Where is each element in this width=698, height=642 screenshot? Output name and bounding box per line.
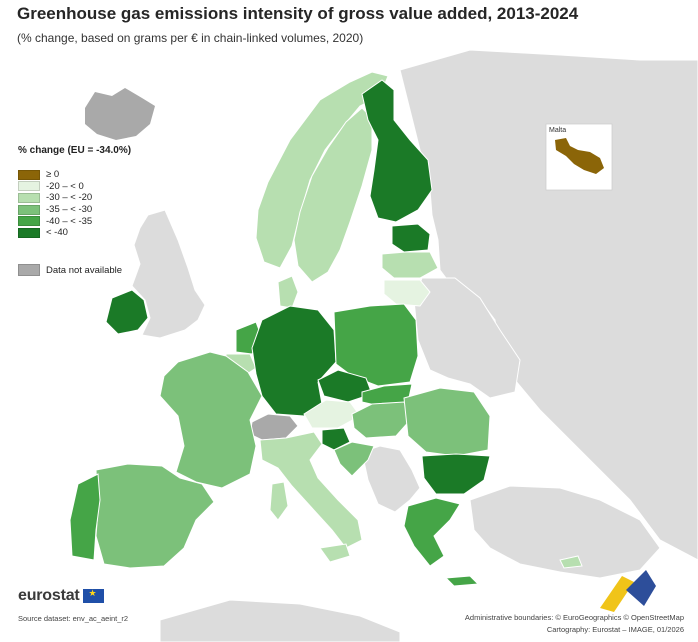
logo-text: eurostat (18, 587, 80, 604)
finland-region (361, 79, 433, 223)
cyprus-region (559, 555, 583, 569)
ireland-region (105, 289, 149, 335)
sweden-region (293, 107, 373, 283)
italy-region (259, 431, 363, 549)
legend-title: % change (EU = -34.0%) (18, 145, 132, 156)
legend-swatch (18, 216, 40, 227)
poland-region (333, 303, 419, 387)
malta-inset (545, 123, 613, 191)
portugal-region (69, 473, 101, 561)
switzerland-land (249, 413, 299, 441)
romania-region (403, 387, 491, 457)
legend-swatch (18, 181, 40, 192)
legend-label: ≥ 0 (46, 169, 60, 181)
legend-item: -20 – < 0 (18, 181, 92, 193)
spain-region (95, 463, 215, 569)
legend-swatch (18, 192, 40, 203)
legend-swatch (18, 169, 40, 180)
cartography-note: Cartography: Eurostat – IMAGE, 01/2026 (546, 625, 684, 634)
lithuania-region (383, 279, 431, 307)
norway-land (255, 71, 389, 269)
malta-region (555, 138, 604, 174)
non-eu-land (85, 49, 698, 642)
sicily-region (319, 543, 351, 563)
sardinia-region (269, 481, 289, 521)
croatia-region (333, 441, 375, 477)
eu-countries (69, 79, 583, 587)
germany-region (251, 305, 337, 417)
credits: Administrative boundaries: © EuroGeograp… (465, 612, 684, 636)
legend-label: -20 – < 0 (46, 180, 84, 192)
malta-inset-label: Malta (549, 127, 567, 134)
legend-label: -30 – < -20 (46, 192, 93, 204)
crete-region (444, 575, 480, 587)
turkey-land (469, 485, 661, 579)
source-note: Source dataset: env_ac_aeint_r2 (18, 614, 129, 623)
north-africa-land (159, 599, 401, 642)
denmark-region (277, 275, 299, 309)
legend-item: -30 – < -20 (18, 192, 92, 204)
image-mark (600, 570, 656, 612)
legend-item: ≥ 0 (18, 169, 92, 181)
legend-swatch (18, 227, 40, 238)
france-region (159, 351, 263, 489)
legend-label: -40 – < -35 (46, 215, 93, 227)
hungary-region (351, 401, 413, 439)
legend-swatch-na (18, 264, 40, 276)
eurostat-logo: eurostat (18, 587, 104, 605)
estonia-region (391, 223, 431, 253)
legend-item: -40 – < -35 (18, 215, 92, 227)
greece-region (403, 497, 461, 567)
map-subtitle: (% change, based on grams per € in chain… (17, 31, 364, 45)
map-title: Greenhouse gas emissions intensity of gr… (17, 4, 579, 23)
legend-item: < -40 (18, 227, 92, 239)
bulgaria-region (421, 453, 491, 495)
balkans-land (361, 445, 421, 513)
legend-label-na: Data not available (46, 264, 123, 276)
iceland-land (85, 88, 155, 140)
legend-label: < -40 (46, 227, 68, 239)
admin-boundaries-note: Administrative boundaries: © EuroGeograp… (464, 613, 684, 622)
ukraine-belarus-land (413, 277, 521, 399)
eu-flag-icon (82, 588, 104, 603)
legend-label: -35 – < -30 (46, 204, 93, 216)
latvia-region (381, 251, 439, 279)
legend-item: -35 – < -30 (18, 204, 92, 216)
great-britain-land (131, 209, 206, 339)
legend-swatch (18, 204, 40, 215)
legend-not-available: Data not available (18, 264, 122, 276)
legend: ≥ 0 -20 – < 0 -30 – < -20 -35 – < -30 -4… (18, 169, 92, 239)
